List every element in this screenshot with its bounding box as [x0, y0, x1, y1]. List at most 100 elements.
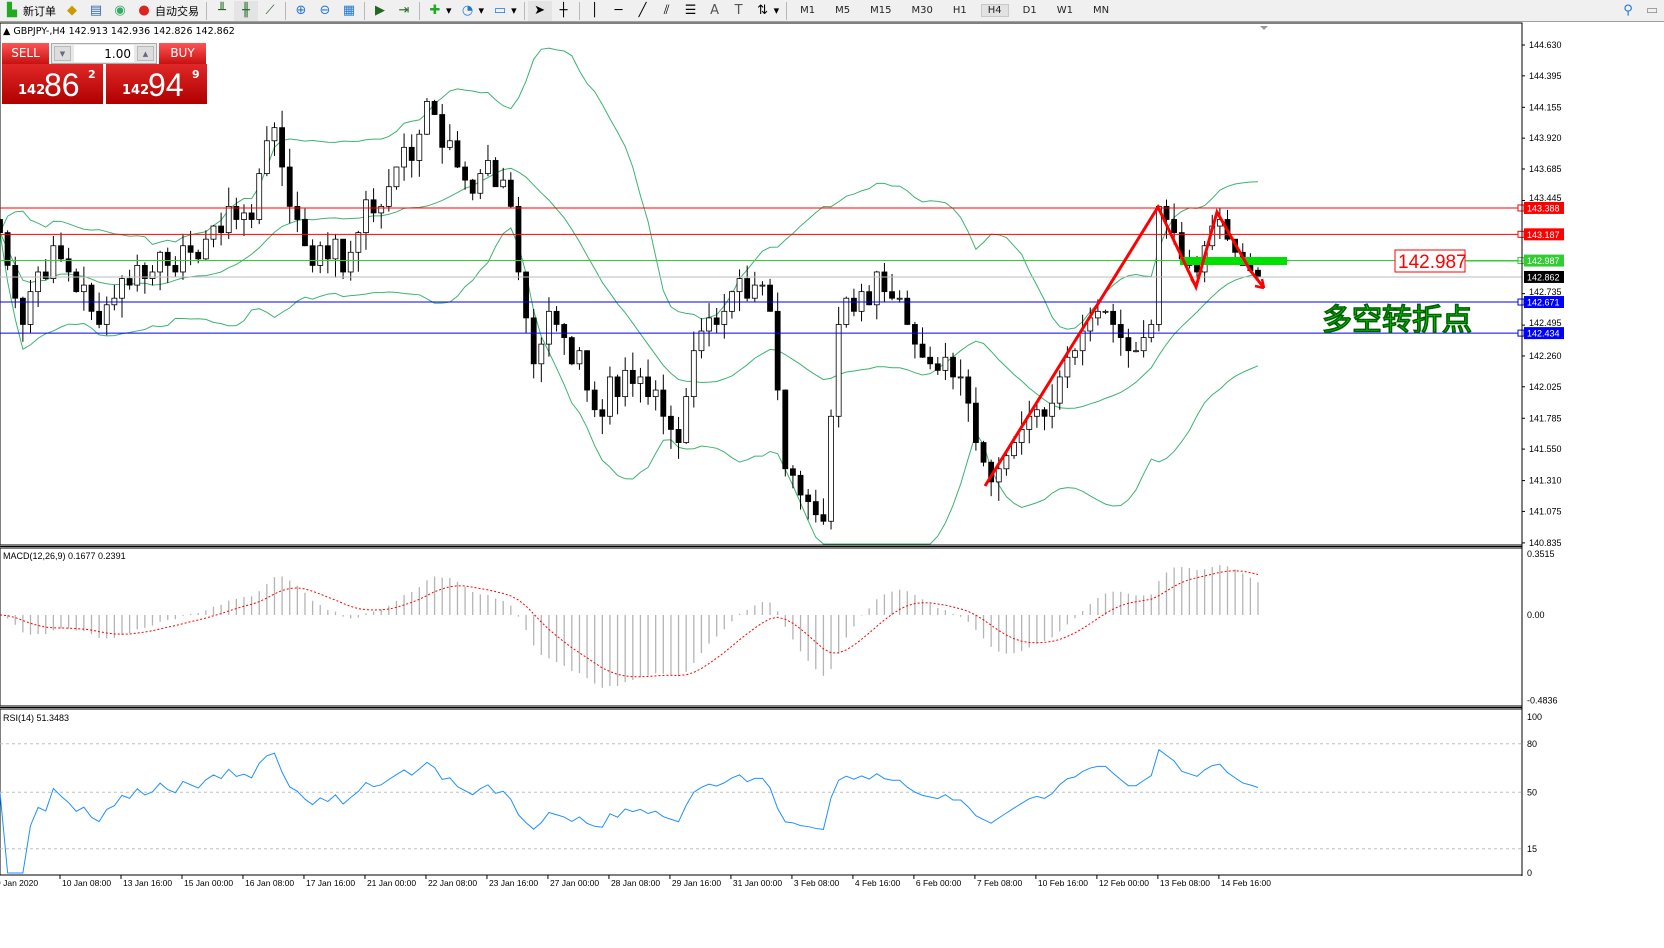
cursor-button[interactable]: ➤ — [527, 0, 552, 21]
price-axis-label: 143.685 — [1529, 164, 1562, 174]
price-label-text: 142.987 — [1398, 252, 1467, 273]
candle — [271, 127, 278, 142]
candle — [591, 389, 598, 411]
lot-decrease-button[interactable]: ▼ — [54, 46, 71, 61]
zoom-out-button[interactable]: ⊖ — [313, 1, 337, 21]
sell-button[interactable]: SELL — [2, 43, 49, 64]
trendline-button[interactable]: ╱ — [631, 1, 655, 21]
candle — [317, 245, 324, 266]
time-axis-label: 10 Feb 16:00 — [1038, 878, 1088, 888]
macd-axis-label: -0.4836 — [1527, 696, 1558, 706]
candle — [1171, 219, 1178, 234]
chart-shift-marker — [1260, 26, 1268, 30]
candle — [782, 389, 789, 470]
candle — [302, 219, 308, 247]
buy-button[interactable]: BUY — [159, 43, 206, 64]
time-axis-label: 7 Feb 08:00 — [977, 878, 1023, 888]
price-tag-label: 143.187 — [1527, 230, 1560, 240]
candle — [645, 376, 651, 398]
candle — [599, 409, 606, 417]
candle — [195, 251, 202, 260]
line-handle — [1517, 329, 1525, 337]
candle — [957, 376, 964, 379]
time-axis-label: 23 Jan 16:00 — [489, 878, 538, 888]
candle — [904, 297, 911, 325]
chat-button[interactable]: ▭ — [1640, 1, 1664, 21]
crosshair-button[interactable]: ┼ — [552, 1, 576, 21]
timeframe-m1[interactable]: M1 — [800, 5, 816, 16]
candle — [568, 337, 575, 365]
timeframe-h1[interactable]: H1 — [952, 5, 967, 16]
candle — [1140, 337, 1147, 352]
timeframe-m15[interactable]: M15 — [870, 5, 892, 16]
autoscroll-button[interactable]: ▶ — [368, 1, 392, 21]
templates-button[interactable]: ▭ ▾ — [493, 2, 517, 18]
vertical-line-icon: │ — [590, 2, 599, 18]
lot-size-stepper: ▼ ▲ — [51, 43, 157, 64]
auto-trading-button[interactable]: ● 自动交易 — [132, 1, 203, 21]
vertical-line-button[interactable]: │ — [583, 1, 607, 21]
candle — [12, 265, 19, 299]
text-label-button[interactable]: T — [727, 1, 751, 21]
macd-label: MACD(12,26,9) 0.1677 0.2391 — [3, 551, 126, 561]
price-tag-label: 142.434 — [1527, 329, 1560, 339]
candle — [1102, 310, 1109, 313]
sell-price[interactable]: 142 86 2 — [2, 64, 103, 104]
periods-button[interactable]: ◔ ▾ — [456, 1, 489, 21]
text-button[interactable]: A — [703, 1, 727, 21]
fibonacci-button[interactable]: ☰ — [679, 1, 703, 21]
line-chart-button[interactable]: ⟋ — [258, 1, 282, 21]
timeframe-h4[interactable]: H4 — [977, 1, 1013, 21]
candle — [424, 101, 430, 135]
candle — [462, 166, 468, 181]
line-handle — [1517, 204, 1525, 212]
candle — [385, 186, 392, 207]
candle — [1049, 402, 1056, 417]
bar-chart-button[interactable]: ╨ — [210, 1, 234, 21]
arrows-button[interactable]: ⇅ ▾ — [751, 1, 784, 21]
lot-size-input[interactable] — [74, 45, 134, 62]
candle — [1056, 376, 1063, 404]
candle — [858, 291, 865, 312]
timeframe-mn[interactable]: MN — [1092, 5, 1110, 16]
rsi-axis-label: 15 — [1527, 844, 1537, 854]
candle — [675, 429, 682, 443]
signals-button[interactable]: ◉ — [108, 1, 132, 21]
search-button[interactable]: ⚲ — [1616, 1, 1640, 21]
time-axis-label: 6 Feb 00:00 — [916, 878, 962, 888]
rsi-axis-label: 80 — [1527, 739, 1537, 749]
timeframe-m30[interactable]: M30 — [911, 5, 933, 16]
horizontal-line-button[interactable]: ─ — [607, 1, 631, 21]
timeframe-d1[interactable]: D1 — [1022, 5, 1037, 16]
indicators-button[interactable]: ✚ ▾ — [423, 1, 456, 21]
channel-button[interactable]: ⫽ — [655, 1, 679, 21]
zoom-in-icon: ⊕ — [295, 2, 307, 18]
navigator-button[interactable]: ▤ — [84, 1, 108, 21]
candlestick-button[interactable]: ╫ — [234, 0, 258, 21]
clock-icon: ◔ — [461, 2, 474, 18]
candle — [126, 278, 133, 286]
candle — [4, 232, 11, 266]
bollinger-lower — [0, 227, 1259, 545]
new-order-button[interactable]: ▙ 新订单 — [0, 1, 60, 21]
timeframe-m5[interactable]: M5 — [835, 5, 851, 16]
candle — [622, 369, 629, 398]
tile-windows-button[interactable]: ▦ — [337, 1, 361, 21]
candle — [294, 205, 301, 220]
timeframe-w1[interactable]: W1 — [1056, 5, 1073, 16]
buy-price[interactable]: 142 94 9 — [106, 64, 207, 104]
navigator-icon: ▤ — [89, 2, 103, 18]
lot-increase-button[interactable]: ▲ — [137, 46, 154, 61]
trend-zigzag — [983, 203, 1266, 487]
market-watch-button[interactable]: ◆ — [60, 1, 84, 21]
candle — [866, 291, 873, 306]
macd-axis-label: 0.3515 — [1527, 549, 1555, 559]
bollinger-middle — [0, 167, 1259, 409]
candle — [637, 376, 644, 384]
rsi-axis-label: 0 — [1527, 868, 1532, 878]
chart-shift-button[interactable]: ⇥ — [392, 1, 416, 21]
rsi-line — [0, 748, 1259, 874]
price-axis-label: 142.260 — [1529, 351, 1562, 361]
zoom-in-button[interactable]: ⊕ — [289, 1, 313, 21]
